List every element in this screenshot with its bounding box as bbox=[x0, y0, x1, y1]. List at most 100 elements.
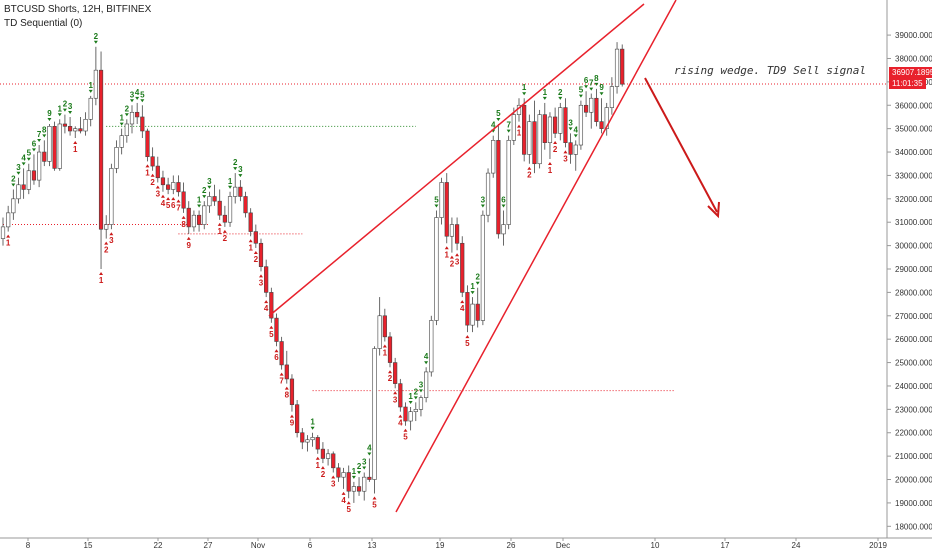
td-sell-marker bbox=[501, 204, 506, 208]
candle-body bbox=[434, 217, 439, 321]
candle bbox=[346, 465, 351, 499]
candle-body bbox=[496, 140, 501, 235]
price-tick-label: 30000.0000 bbox=[895, 242, 932, 251]
candle-body bbox=[558, 107, 563, 134]
td-buy-marker bbox=[264, 300, 269, 304]
candle bbox=[109, 163, 114, 230]
td-sell-marker bbox=[207, 185, 212, 189]
td-buy-marker bbox=[160, 194, 165, 198]
td-sell-count: 1 bbox=[543, 88, 548, 97]
candle-body bbox=[258, 242, 264, 267]
candle bbox=[480, 210, 485, 326]
td-buy-marker bbox=[563, 150, 568, 154]
td-buy-marker bbox=[284, 386, 289, 390]
candle bbox=[522, 98, 527, 162]
candle bbox=[129, 105, 135, 134]
td-sell-count: 3 bbox=[238, 165, 243, 174]
td-buy-marker bbox=[176, 199, 181, 203]
td-sell-count: 2 bbox=[233, 158, 238, 167]
candle-body bbox=[403, 406, 408, 422]
time-tick-label: 13 bbox=[368, 541, 377, 550]
candle-body bbox=[253, 231, 258, 244]
price-tick-label: 21000.0000 bbox=[895, 452, 932, 461]
candle-body bbox=[336, 467, 341, 478]
candle-body bbox=[16, 184, 21, 200]
candle-body bbox=[372, 348, 377, 480]
candle-body bbox=[67, 126, 73, 132]
td-buy-count: 2 bbox=[104, 246, 109, 255]
td-sell-count: 4 bbox=[574, 125, 579, 134]
candle bbox=[135, 102, 140, 124]
td-sell-marker bbox=[408, 401, 413, 405]
td-sell-marker bbox=[584, 85, 589, 89]
wedge-lower-line bbox=[395, 0, 677, 513]
price-tick-label: 24000.0000 bbox=[895, 382, 932, 391]
td-sell-marker bbox=[475, 281, 480, 285]
td-sell-count: 1 bbox=[58, 104, 63, 113]
td-sell-marker bbox=[37, 139, 42, 143]
candle-body bbox=[449, 224, 455, 237]
candle-body bbox=[506, 140, 511, 225]
td-sell-count: 1 bbox=[408, 392, 413, 401]
td-buy-count: 2 bbox=[527, 171, 532, 180]
price-tick-label: 38000.0000 bbox=[895, 54, 932, 63]
candle-body bbox=[362, 476, 367, 492]
candle bbox=[547, 112, 553, 160]
td-sell-count: 3 bbox=[419, 380, 424, 389]
td-sell-count: 4 bbox=[491, 121, 496, 130]
arrow-shaft bbox=[644, 77, 718, 213]
td-sell-marker bbox=[31, 148, 36, 152]
td-buy-count: 8 bbox=[181, 220, 186, 229]
candle-body bbox=[480, 214, 485, 321]
candle bbox=[186, 201, 191, 234]
candle-body bbox=[522, 104, 527, 155]
td-buy-count: 2 bbox=[388, 374, 393, 383]
price-tick-label: 23000.0000 bbox=[895, 405, 932, 414]
td-sell-marker bbox=[480, 204, 485, 208]
candle bbox=[470, 297, 475, 333]
candle-body bbox=[501, 224, 506, 235]
td-buy-count: 2 bbox=[254, 255, 259, 264]
td-sell-count: 8 bbox=[42, 125, 47, 134]
candle bbox=[88, 95, 93, 127]
candle-body bbox=[367, 476, 372, 480]
td-buy-marker bbox=[279, 372, 284, 376]
td-buy-count: 1 bbox=[6, 239, 11, 248]
td-sell-count: 5 bbox=[27, 149, 32, 158]
candle bbox=[140, 105, 145, 139]
td-buy-count: 5 bbox=[372, 501, 377, 510]
candle-body bbox=[135, 111, 140, 118]
candle bbox=[212, 184, 217, 206]
candle-body bbox=[356, 486, 362, 492]
td-buy-marker bbox=[73, 141, 78, 145]
candle-body bbox=[243, 196, 248, 214]
candle bbox=[599, 98, 604, 134]
td-sell-marker bbox=[135, 96, 140, 100]
candle bbox=[325, 449, 331, 466]
candle bbox=[274, 313, 279, 347]
price-tick-label: 20000.0000 bbox=[895, 476, 932, 485]
td-buy-count: 7 bbox=[176, 203, 181, 212]
candle bbox=[269, 287, 274, 323]
td-buy-marker bbox=[181, 215, 186, 219]
candle bbox=[42, 140, 47, 167]
time-tick-label: 17 bbox=[721, 541, 730, 550]
td-sell-marker bbox=[21, 162, 26, 166]
candle bbox=[506, 135, 511, 230]
td-sell-count: 4 bbox=[424, 352, 429, 361]
td-buy-marker bbox=[315, 456, 320, 460]
candle bbox=[289, 374, 295, 412]
td-buy-marker bbox=[155, 185, 160, 189]
candle bbox=[52, 121, 57, 171]
candle bbox=[181, 182, 186, 213]
candles bbox=[0, 42, 625, 503]
candle-body bbox=[305, 439, 310, 443]
bar-countdown-tag: 11:01:35 bbox=[889, 78, 926, 89]
candle bbox=[454, 217, 460, 251]
td-buy-marker bbox=[331, 475, 336, 479]
td-sell-count: 4 bbox=[135, 88, 140, 97]
td-sell-marker bbox=[573, 134, 578, 138]
candle-body bbox=[284, 364, 289, 380]
